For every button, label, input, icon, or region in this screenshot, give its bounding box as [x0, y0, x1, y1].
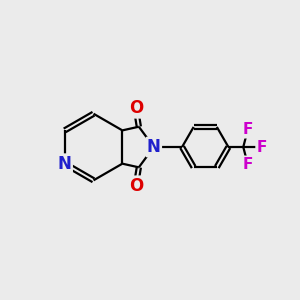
Text: O: O: [129, 177, 143, 195]
Text: F: F: [256, 140, 267, 154]
Text: F: F: [242, 157, 253, 172]
Text: N: N: [147, 138, 161, 156]
Text: F: F: [242, 122, 253, 137]
Text: O: O: [129, 99, 143, 117]
Text: N: N: [58, 155, 72, 173]
